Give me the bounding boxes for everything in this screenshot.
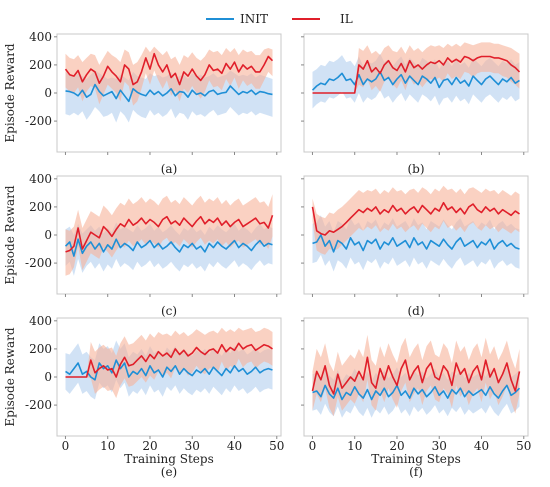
x-tick-label: 30 — [432, 439, 447, 453]
band-il — [312, 42, 520, 93]
y-axis-label: Episode Reward — [3, 327, 17, 427]
panel-caption: (f) — [409, 465, 423, 479]
panel-caption: (e) — [161, 465, 177, 479]
panel-caption: (d) — [407, 304, 424, 318]
band-il — [65, 194, 273, 276]
line-il — [312, 55, 521, 94]
x-tick-label: 50 — [516, 439, 531, 453]
panel-b: (b) — [301, 33, 529, 176]
y-tick-label: 0 — [44, 370, 52, 384]
band-il — [65, 46, 273, 106]
line-il — [65, 215, 274, 253]
panel-f: 0 10 20 30 40 50 Training Steps(f) — [301, 317, 531, 479]
panel-caption: (b) — [407, 162, 424, 176]
x-tick-label: 20 — [389, 439, 404, 453]
y-tick-label: 0 — [44, 228, 52, 242]
panel-caption: (a) — [161, 162, 178, 176]
y-tick-label: 400 — [29, 314, 52, 328]
x-tick-label: 40 — [227, 439, 242, 453]
x-tick-label: 50 — [269, 439, 284, 453]
panel-a: -200 0 200 400 Episode Reward (a) — [3, 30, 282, 176]
y-tick-label: 400 — [29, 30, 52, 44]
panel-e: -200 0 200 400 0 10 20 30 40 50 Episode Reward Trai… — [3, 314, 284, 479]
band-il — [312, 185, 520, 255]
y-tick-label: 200 — [29, 58, 52, 72]
x-tick-label: 40 — [474, 439, 489, 453]
line-il — [65, 342, 273, 378]
y-tick-label: 0 — [44, 86, 52, 100]
y-tick-label: 400 — [29, 172, 52, 186]
legend: INIT IL — [206, 12, 353, 26]
line-init — [65, 83, 273, 103]
legend-label-il: IL — [340, 12, 353, 26]
y-tick-label: -200 — [25, 256, 52, 270]
y-axis-label: Episode Reward — [3, 185, 17, 285]
line-init — [312, 384, 521, 401]
line-il — [311, 201, 520, 236]
y-tick-label: -200 — [25, 398, 52, 412]
legend-label-init: INIT — [240, 12, 268, 26]
x-tick-label: 0 — [62, 439, 70, 453]
line-il — [64, 52, 274, 86]
x-tick-label: 0 — [309, 439, 317, 453]
x-tick-label: 20 — [142, 439, 157, 453]
line-init — [311, 71, 520, 91]
panel-c: -200 0 200 400 Episode Reward (c) — [3, 172, 282, 318]
y-tick-label: 200 — [29, 342, 52, 356]
panel-caption: (c) — [161, 304, 177, 318]
x-axis-label: Training Steps — [371, 452, 461, 466]
line-init — [312, 234, 520, 253]
x-tick-label: 10 — [100, 439, 115, 453]
y-tick-label: 200 — [29, 200, 52, 214]
x-tick-label: 30 — [185, 439, 200, 453]
line-init — [65, 359, 273, 381]
panel-d: (d) — [301, 175, 529, 318]
y-axis-label: Episode Reward — [3, 43, 17, 143]
y-tick-label: -200 — [25, 114, 52, 128]
line-il — [311, 356, 521, 395]
line-init — [64, 238, 273, 257]
x-tick-label: 10 — [347, 439, 362, 453]
x-axis-label: Training Steps — [124, 452, 214, 466]
